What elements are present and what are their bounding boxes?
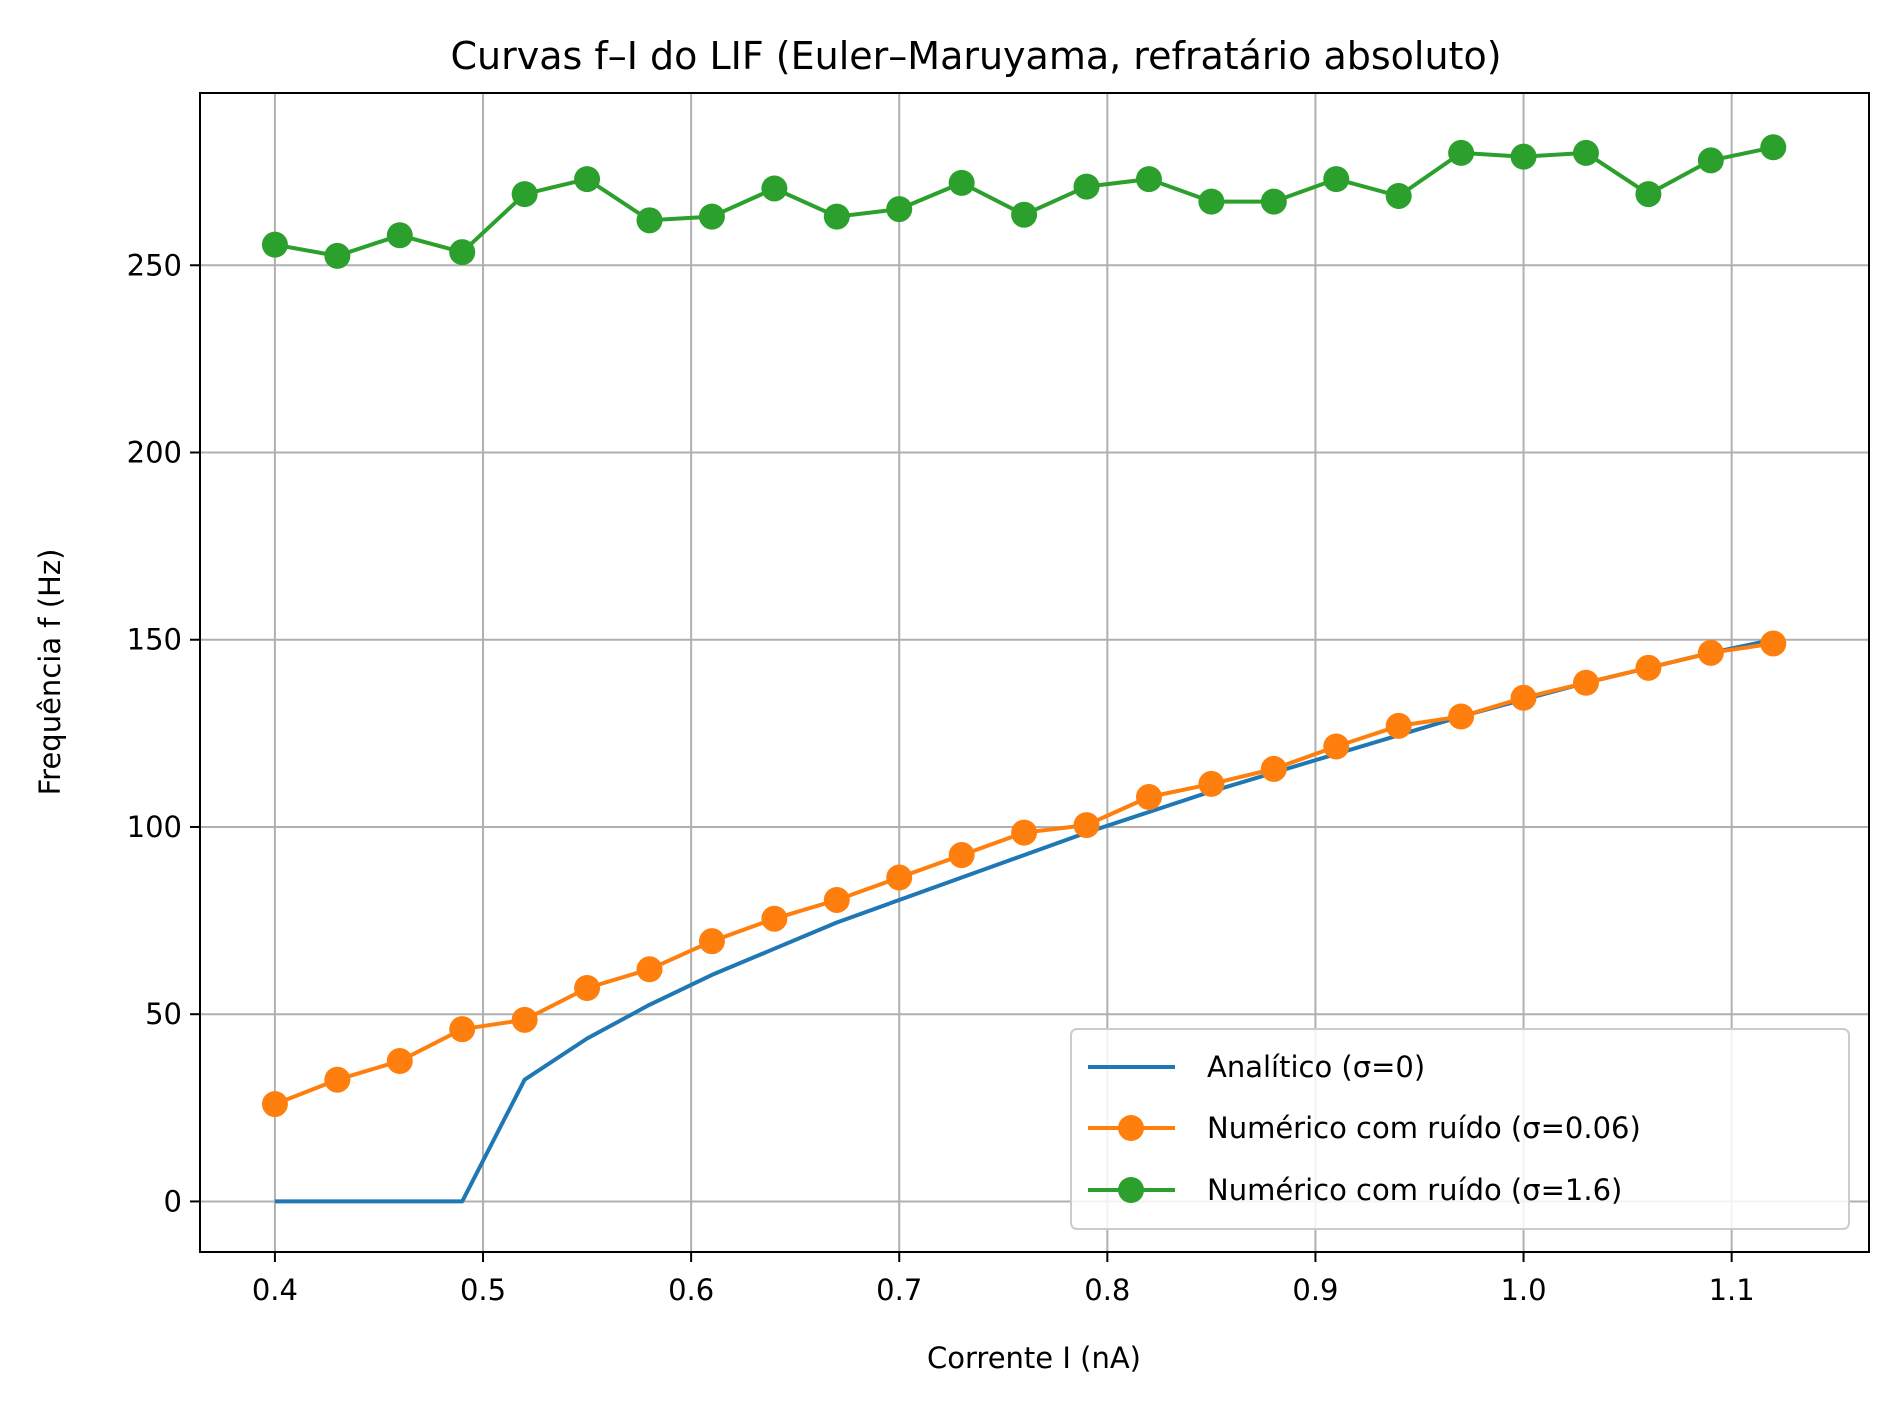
legend-marker-ruido-16 (1118, 1177, 1144, 1203)
plot-series (261, 134, 1787, 1204)
data-point (948, 169, 975, 196)
x-tick-label: 0.6 (668, 1273, 714, 1307)
legend-label-ruido-16: Numérico com ruído (σ=1.6) (1207, 1173, 1622, 1207)
legend: Analítico (σ=0) Numérico com ruído (σ=0.… (1070, 1028, 1850, 1230)
data-point (386, 1048, 413, 1075)
data-point (886, 864, 913, 891)
x-tick-label: 0.5 (460, 1273, 506, 1307)
data-point (574, 166, 601, 193)
series-1 (261, 630, 1787, 1118)
data-point (1135, 784, 1162, 811)
x-axis-ticks: 0.4 0.5 0.6 0.7 0.8 0.9 1.0 1.1 (252, 1252, 1755, 1307)
legend-marker-ruido-006 (1118, 1115, 1144, 1141)
x-axis-label: Corrente I (nA) (927, 1341, 1141, 1375)
data-point (261, 231, 288, 258)
data-point (1697, 147, 1724, 174)
legend-label-analitico: Analítico (σ=0) (1207, 1050, 1425, 1084)
data-point (324, 1066, 351, 1093)
y-tick-label: 250 (127, 248, 182, 282)
data-point (1135, 166, 1162, 193)
data-point (1198, 188, 1225, 215)
data-point (1198, 770, 1225, 797)
data-point (574, 974, 601, 1001)
data-point (1448, 139, 1475, 166)
data-point (1448, 703, 1475, 730)
data-point (886, 196, 913, 223)
data-point (1572, 139, 1599, 166)
x-tick-label: 0.8 (1084, 1273, 1130, 1307)
x-tick-label: 0.9 (1292, 1273, 1338, 1307)
data-point (1760, 630, 1787, 657)
y-axis-label: Frequência f (Hz) (33, 549, 67, 796)
data-point (1385, 712, 1412, 739)
plot-frame (199, 92, 1870, 1253)
data-point (324, 242, 351, 269)
chart-title: Curvas f–I do LIF (Euler–Maruyama, refra… (450, 34, 1501, 78)
y-tick-label: 200 (127, 435, 182, 469)
data-point (1073, 812, 1100, 839)
data-point (698, 928, 725, 955)
data-point (1510, 684, 1537, 711)
legend-label-ruido-006: Numérico com ruído (σ=0.06) (1207, 1111, 1641, 1145)
data-point (823, 203, 850, 230)
data-point (636, 956, 663, 983)
data-point (386, 222, 413, 249)
data-point (1385, 182, 1412, 209)
data-point (761, 905, 788, 932)
data-point (1260, 755, 1287, 782)
y-axis-ticks: 0 50 100 150 200 250 (127, 248, 200, 1218)
y-tick-label: 0 (164, 1184, 182, 1218)
x-tick-label: 1.1 (1709, 1273, 1755, 1307)
legend-box (1070, 1028, 1850, 1230)
x-tick-label: 1.0 (1500, 1273, 1546, 1307)
data-point (1260, 188, 1287, 215)
data-point (636, 207, 663, 234)
y-tick-label: 150 (127, 623, 182, 657)
data-point (1323, 166, 1350, 193)
data-point (1635, 181, 1662, 208)
data-point (1073, 173, 1100, 200)
data-point (511, 1006, 538, 1033)
data-point (823, 886, 850, 913)
data-point (1011, 201, 1038, 228)
data-point (261, 1091, 288, 1118)
series-2 (261, 134, 1787, 269)
y-tick-label: 50 (145, 997, 182, 1031)
data-point (449, 1016, 476, 1043)
data-point (1697, 639, 1724, 666)
data-point (948, 842, 975, 869)
y-tick-label: 100 (127, 810, 182, 844)
x-tick-label: 0.4 (252, 1273, 298, 1307)
data-point (449, 239, 476, 266)
data-point (1760, 134, 1787, 161)
data-point (761, 175, 788, 202)
data-point (1572, 669, 1599, 696)
data-point (1011, 819, 1038, 846)
data-point (1510, 143, 1537, 170)
x-tick-label: 0.7 (876, 1273, 922, 1307)
data-point (1635, 654, 1662, 681)
data-point (1323, 733, 1350, 760)
data-point (511, 181, 538, 208)
data-point (698, 203, 725, 230)
